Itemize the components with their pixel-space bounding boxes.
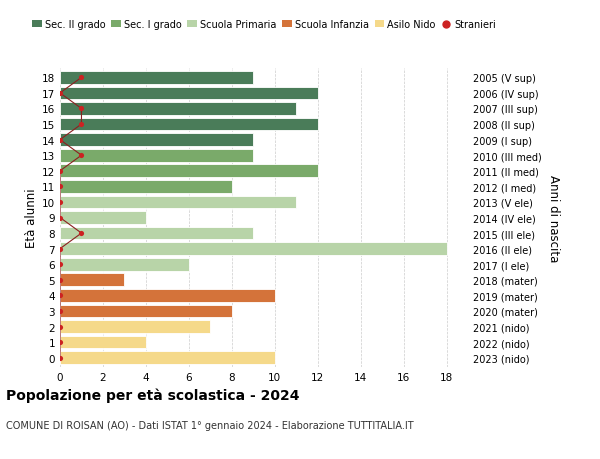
Point — [77, 74, 86, 82]
Text: Popolazione per età scolastica - 2024: Popolazione per età scolastica - 2024 — [6, 388, 299, 403]
Bar — [60, 227, 253, 240]
Point — [55, 292, 65, 299]
Bar — [60, 258, 189, 271]
Point — [77, 106, 86, 113]
Bar — [60, 87, 317, 100]
Bar — [60, 72, 253, 84]
Point — [55, 137, 65, 144]
Point — [55, 183, 65, 190]
Bar — [60, 320, 211, 333]
Bar — [60, 150, 253, 162]
Point — [55, 214, 65, 222]
Point — [77, 230, 86, 237]
Bar — [60, 289, 275, 302]
Y-axis label: Anni di nascita: Anni di nascita — [547, 174, 560, 262]
Bar — [60, 243, 446, 256]
Bar — [60, 305, 232, 318]
Point — [55, 354, 65, 362]
Point — [55, 168, 65, 175]
Point — [55, 308, 65, 315]
Bar — [60, 336, 146, 349]
Point — [55, 323, 65, 330]
Legend: Sec. II grado, Sec. I grado, Scuola Primaria, Scuola Infanzia, Asilo Nido, Stran: Sec. II grado, Sec. I grado, Scuola Prim… — [32, 20, 496, 30]
Point — [55, 339, 65, 346]
Bar — [60, 196, 296, 209]
Bar — [60, 180, 232, 193]
Bar — [60, 103, 296, 116]
Point — [55, 246, 65, 253]
Point — [55, 90, 65, 97]
Point — [77, 152, 86, 160]
Point — [77, 121, 86, 129]
Point — [55, 199, 65, 206]
Bar — [60, 274, 124, 286]
Text: COMUNE DI ROISAN (AO) - Dati ISTAT 1° gennaio 2024 - Elaborazione TUTTITALIA.IT: COMUNE DI ROISAN (AO) - Dati ISTAT 1° ge… — [6, 420, 413, 430]
Y-axis label: Età alunni: Età alunni — [25, 188, 38, 248]
Point — [55, 261, 65, 269]
Point — [55, 276, 65, 284]
Bar — [60, 212, 146, 224]
Bar — [60, 165, 317, 178]
Bar — [60, 134, 253, 147]
Bar — [60, 118, 317, 131]
Bar — [60, 352, 275, 364]
